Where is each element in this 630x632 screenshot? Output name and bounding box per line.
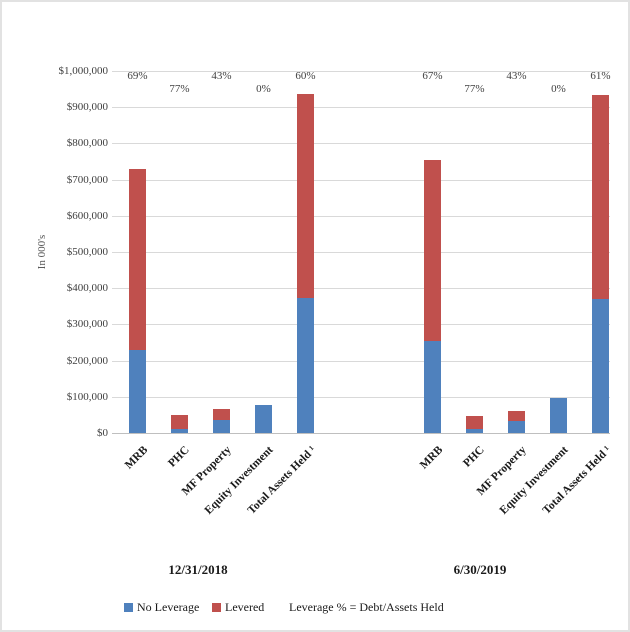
leverage-percent-label: 77% bbox=[169, 83, 190, 95]
leverage-percent-label: 67% bbox=[422, 70, 443, 82]
gridline bbox=[112, 215, 610, 217]
y-axis-tick-label: $400,000 bbox=[66, 282, 108, 295]
gridline bbox=[112, 433, 610, 434]
bar-segment-levered bbox=[508, 410, 525, 421]
gridline bbox=[112, 396, 610, 398]
bar-segment-no-leverage bbox=[592, 299, 609, 433]
y-axis-tick-label: $800,000 bbox=[66, 137, 108, 150]
gridline bbox=[112, 324, 610, 326]
levered-swatch-icon bbox=[212, 603, 221, 612]
y-axis-tick-label: $1,000,000 bbox=[58, 65, 109, 77]
bar-segment-no-leverage bbox=[255, 405, 272, 433]
bar-segment-no-leverage bbox=[297, 298, 314, 433]
y-axis-tick-label: $500,000 bbox=[66, 246, 108, 258]
bar-segment-no-leverage bbox=[424, 341, 441, 433]
bar-segment-levered bbox=[171, 414, 188, 429]
bar-segment-no-leverage bbox=[466, 429, 483, 433]
gridline bbox=[112, 71, 610, 72]
leverage-percent-label: 69% bbox=[127, 70, 148, 82]
gridline bbox=[112, 179, 610, 181]
bar-segment-levered bbox=[213, 409, 230, 420]
gridline bbox=[112, 288, 610, 290]
bar-segment-levered bbox=[297, 93, 314, 299]
bar-segment-levered bbox=[466, 416, 483, 429]
legend-label-no-leverage: No Leverage bbox=[137, 600, 200, 614]
y-axis-tick-label: $900,000 bbox=[66, 101, 108, 114]
y-axis-tick-label: $600,000 bbox=[66, 209, 108, 222]
bar-segment-levered bbox=[129, 168, 146, 350]
bar-segment-no-leverage bbox=[129, 349, 146, 433]
category-axis-label: MRB bbox=[417, 444, 445, 472]
y-axis-tick-label: $300,000 bbox=[66, 318, 108, 331]
bar-segment-no-leverage bbox=[171, 429, 188, 433]
y-axis-tick-label: $0 bbox=[97, 427, 108, 439]
category-axis-label: PHC bbox=[461, 444, 487, 470]
leverage-percent-label: 60% bbox=[295, 70, 316, 82]
leverage-percent-label: 77% bbox=[464, 83, 485, 95]
category-axis-label: MRB bbox=[122, 444, 150, 472]
gridline bbox=[112, 252, 610, 253]
group-label-2018: 12/31/2018 bbox=[168, 562, 228, 577]
leverage-percent-label: 0% bbox=[256, 83, 271, 95]
bar-segment-levered bbox=[592, 94, 609, 300]
bar-segment-no-leverage bbox=[213, 419, 230, 433]
legend-label-levered: Levered bbox=[225, 600, 265, 614]
leverage-percent-label: 0% bbox=[551, 83, 566, 95]
y-axis-tick-label: $700,000 bbox=[66, 173, 108, 186]
leverage-percent-label: 43% bbox=[506, 70, 527, 82]
legend-note: Leverage % = Debt/Assets Held bbox=[289, 600, 444, 614]
no-leverage-swatch-icon bbox=[124, 603, 133, 612]
leverage-percent-label: 61% bbox=[590, 70, 611, 82]
category-axis-label: PHC bbox=[166, 444, 192, 470]
leverage-percent-label: 43% bbox=[211, 70, 232, 82]
y-axis-title: In 000's bbox=[36, 234, 48, 270]
gridline bbox=[112, 143, 610, 145]
group-label-2019: 6/30/2019 bbox=[453, 562, 507, 577]
gridline bbox=[112, 360, 610, 362]
gridline bbox=[112, 107, 610, 109]
legend-item-no-leverage: No Leverage bbox=[124, 600, 199, 615]
bar-segment-levered bbox=[424, 159, 441, 342]
legend-item-levered: Levered bbox=[212, 600, 264, 615]
y-axis-tick-label: $200,000 bbox=[66, 354, 108, 367]
bar-segment-no-leverage bbox=[508, 420, 525, 433]
bar-segment-no-leverage bbox=[550, 398, 567, 433]
y-axis-tick-label: $100,000 bbox=[66, 390, 108, 403]
